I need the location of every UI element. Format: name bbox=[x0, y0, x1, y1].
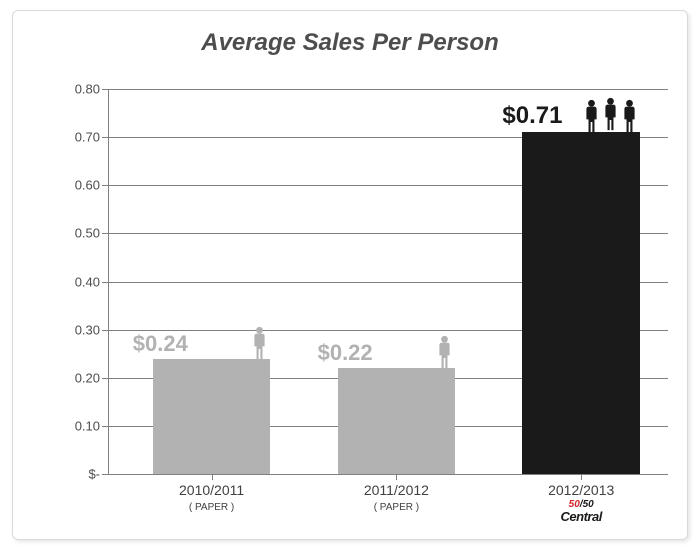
person-icon bbox=[583, 99, 600, 138]
bar bbox=[153, 359, 271, 475]
person-icon bbox=[251, 326, 268, 365]
person-icon bbox=[583, 99, 600, 133]
bar-value-label: $0.71 bbox=[502, 102, 562, 130]
person-icon bbox=[621, 99, 638, 133]
fifty-fifty-central-logo: 50/50Central bbox=[541, 500, 621, 523]
bar-value-label: $0.22 bbox=[318, 340, 373, 366]
y-tick-label: 0.60 bbox=[75, 178, 108, 193]
bar bbox=[338, 368, 456, 474]
y-tick-label: 0.70 bbox=[75, 130, 108, 145]
person-icon bbox=[436, 335, 453, 374]
x-axis-label: 2011/2012 bbox=[336, 482, 456, 498]
person-icon bbox=[251, 326, 268, 360]
x-axis-sublabel: ( PAPER ) bbox=[356, 502, 436, 513]
chart-card: Average Sales Per Person $-0.100.200.300… bbox=[12, 10, 688, 540]
x-tick-mark bbox=[581, 474, 582, 480]
y-tick-label: 0.80 bbox=[75, 82, 108, 97]
person-icon bbox=[602, 95, 619, 133]
x-tick-mark bbox=[212, 474, 213, 480]
person-icon bbox=[436, 335, 453, 369]
y-tick-label: 0.20 bbox=[75, 370, 108, 385]
x-axis-label: 2012/2013 bbox=[521, 482, 641, 498]
chart-plot-area: $-0.100.200.300.400.500.600.700.80 $0.24… bbox=[108, 89, 668, 474]
bar bbox=[522, 132, 640, 474]
x-tick-mark bbox=[396, 474, 397, 480]
x-axis-sublabel: ( PAPER ) bbox=[172, 502, 252, 513]
person-icon bbox=[621, 99, 638, 138]
gridline bbox=[108, 89, 668, 90]
person-icon bbox=[602, 95, 619, 138]
x-axis-label: 2010/2011 bbox=[152, 482, 272, 498]
y-tick-label: 0.50 bbox=[75, 226, 108, 241]
y-axis bbox=[108, 89, 109, 474]
x-axis bbox=[108, 474, 668, 475]
y-tick-label: $- bbox=[88, 467, 108, 482]
y-tick-label: 0.40 bbox=[75, 274, 108, 289]
y-tick-label: 0.10 bbox=[75, 418, 108, 433]
y-tick-label: 0.30 bbox=[75, 322, 108, 337]
chart-title: Average Sales Per Person bbox=[13, 29, 687, 57]
bar-value-label: $0.24 bbox=[133, 331, 188, 357]
